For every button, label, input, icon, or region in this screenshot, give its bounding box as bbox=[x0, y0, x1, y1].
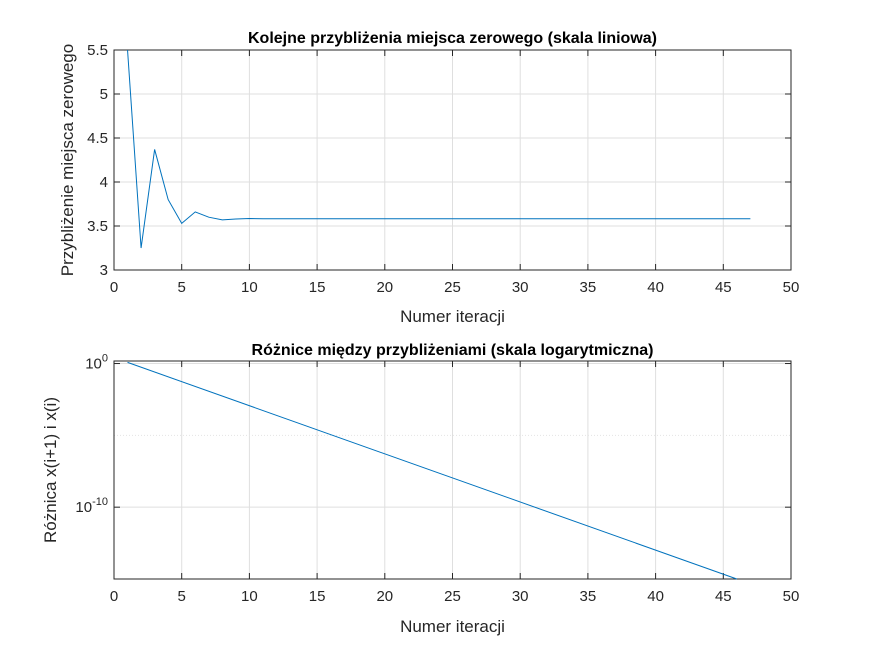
top-axes: 0 5 10 15 20 25 30 35 40 45 50 3 3.5 4 4.5 5 5.5 Kolejne… bbox=[58, 30, 799, 326]
bottom-y-axis-label: Różnica x(i+1) i x(i) bbox=[41, 397, 60, 543]
bottom-series-line bbox=[127, 361, 738, 580]
top-x-tick-label: 0 bbox=[110, 279, 118, 296]
top-y-tick-label: 4 bbox=[100, 174, 108, 191]
top-y-tick-label: 4.5 bbox=[87, 130, 108, 147]
top-gridlines bbox=[114, 50, 791, 270]
top-x-tick-label: 30 bbox=[512, 279, 529, 296]
top-y-tick-label: 3.5 bbox=[87, 218, 108, 235]
bottom-x-tick-label: 20 bbox=[376, 588, 393, 605]
bottom-y-tick-label-exponent: 0 bbox=[102, 353, 108, 365]
top-series-line bbox=[127, 49, 751, 249]
bottom-y-tick-label: 100 bbox=[85, 353, 108, 373]
bottom-chart-title: Różnice między przybliżeniami (skala log… bbox=[252, 342, 654, 359]
bottom-y-tick-label-base: 10 bbox=[75, 499, 92, 516]
bottom-y-tick-label-base: 10 bbox=[85, 356, 102, 373]
top-chart-title: Kolejne przybliżenia miejsca zerowego (s… bbox=[248, 30, 657, 47]
top-x-tick-label: 25 bbox=[444, 279, 461, 296]
bottom-x-tick-label: 30 bbox=[512, 588, 529, 605]
top-y-tick-label: 3 bbox=[100, 262, 108, 279]
bottom-gridlines bbox=[114, 361, 791, 579]
bottom-x-axis-label: Numer iteracji bbox=[400, 617, 505, 636]
top-x-tick-label: 20 bbox=[376, 279, 393, 296]
bottom-x-tick-label: 25 bbox=[444, 588, 461, 605]
bottom-x-tick-label: 0 bbox=[110, 588, 118, 605]
top-x-tick-label: 35 bbox=[580, 279, 597, 296]
top-x-tick-label: 50 bbox=[783, 279, 800, 296]
bottom-x-tick-label: 40 bbox=[647, 588, 664, 605]
bottom-x-tick-label: 50 bbox=[783, 588, 800, 605]
top-y-axis-label: Przybliżenie miejsca zerowego bbox=[58, 44, 77, 276]
bottom-x-tick-label: 45 bbox=[715, 588, 732, 605]
bottom-x-tick-label: 15 bbox=[309, 588, 326, 605]
top-x-tick-label: 40 bbox=[647, 279, 664, 296]
bottom-x-tick-label: 35 bbox=[580, 588, 597, 605]
top-x-tick-label: 45 bbox=[715, 279, 732, 296]
top-y-tick-label: 5 bbox=[100, 86, 108, 103]
top-y-tick-label: 5.5 bbox=[87, 42, 108, 59]
bottom-x-tick-label: 10 bbox=[241, 588, 258, 605]
top-x-tick-label: 5 bbox=[178, 279, 186, 296]
top-ticks: 0 5 10 15 20 25 30 35 40 45 50 3 3.5 4 4.5 5 5.5 bbox=[87, 42, 799, 296]
bottom-y-tick-label-exponent: -10 bbox=[92, 496, 108, 508]
bottom-y-tick-label: 10-10 bbox=[75, 496, 108, 516]
bottom-x-tick-label: 5 bbox=[178, 588, 186, 605]
top-x-axis-label: Numer iteracji bbox=[400, 307, 505, 326]
top-x-tick-label: 15 bbox=[309, 279, 326, 296]
top-x-tick-label: 10 bbox=[241, 279, 258, 296]
